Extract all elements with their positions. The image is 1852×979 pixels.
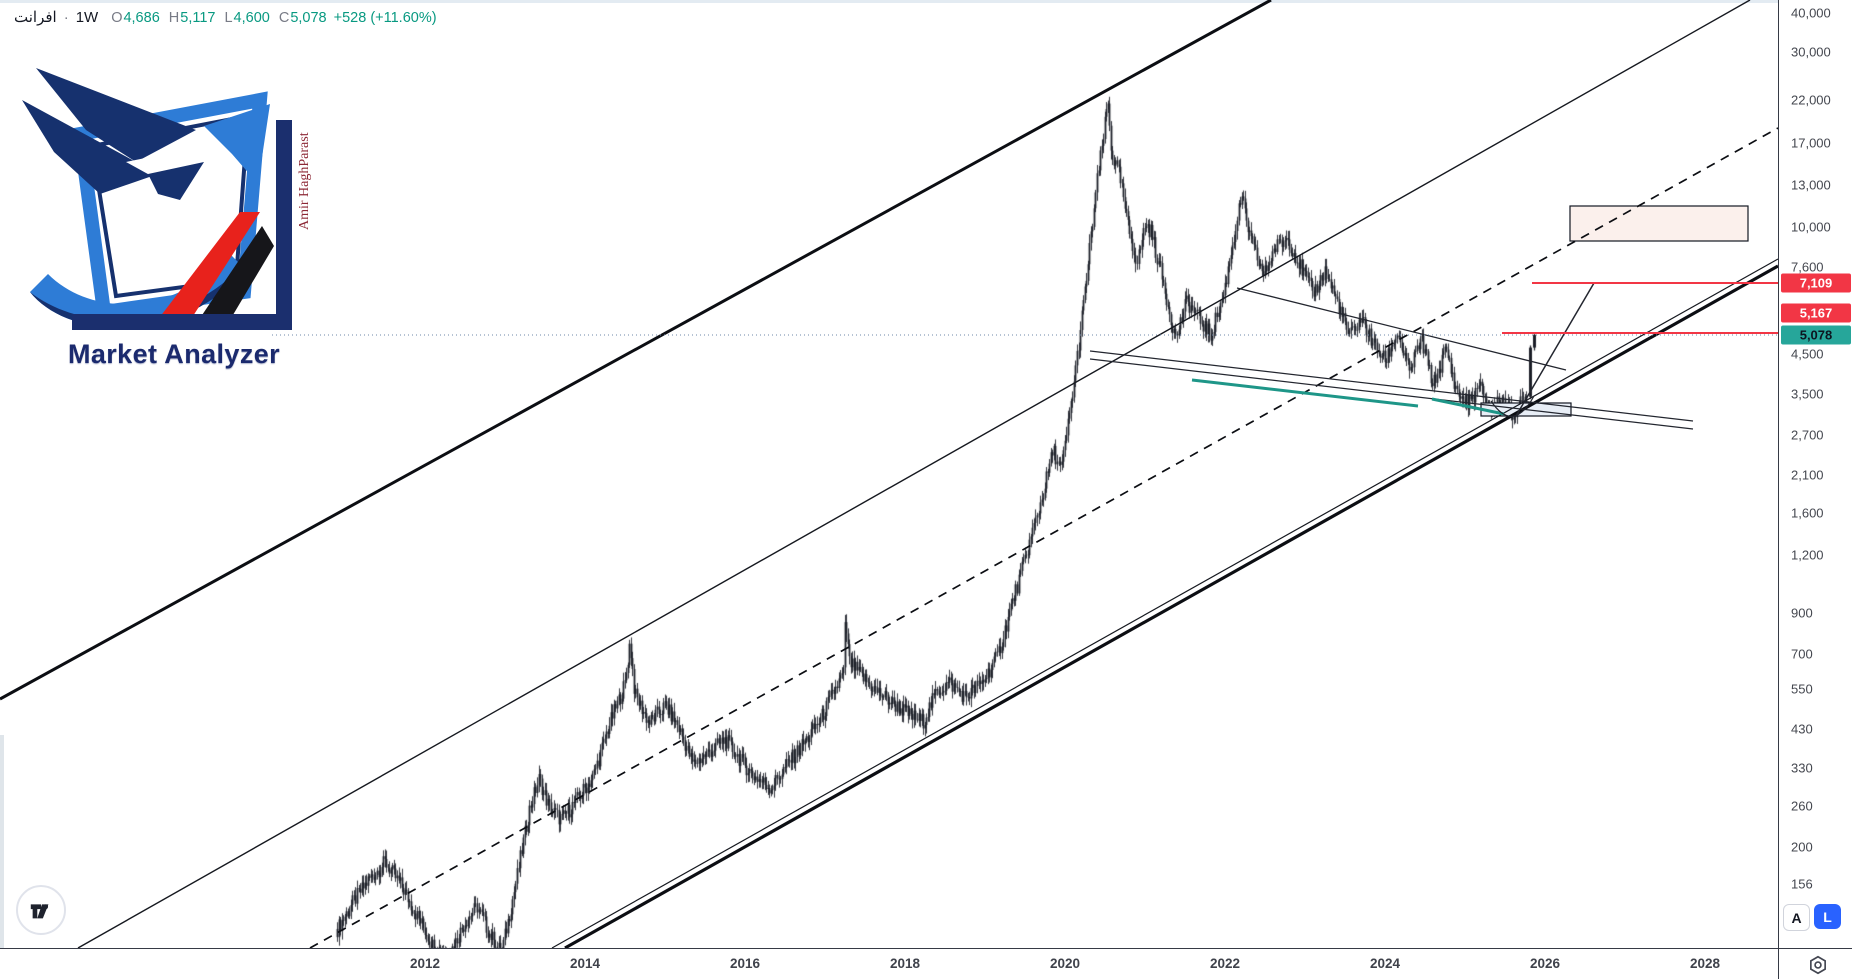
eagle-logo-icon <box>22 68 292 330</box>
breakout-projection[interactable] <box>1515 282 1595 417</box>
price-tick: 30,000 <box>1791 44 1831 60</box>
legend-separator: · <box>63 9 69 26</box>
logo-byline: Amir HaghParast <box>297 132 312 230</box>
price-axis[interactable]: A L 40,000 30,000 22,000 17,000 13,000 10,000… <box>1778 0 1852 948</box>
minor-support-lower[interactable] <box>1089 358 1694 430</box>
tradingview-icon <box>30 904 49 919</box>
scale-buttons: A L <box>1783 904 1841 931</box>
change-value: +528 (+11.60%) <box>333 10 437 26</box>
market-analyzer-logo: Market Analyzer Amir HaghParast <box>8 34 318 384</box>
ohlc-values: O4,686 H5,117 L4,600 C5,078 <box>111 10 326 26</box>
log-scale-button[interactable]: L <box>1814 904 1841 929</box>
price-tick: 1,200 <box>1791 547 1824 563</box>
price-tick: 430 <box>1791 721 1813 737</box>
price-tick: 156 <box>1791 876 1813 892</box>
time-tick: 2028 <box>1689 956 1721 971</box>
time-tick: 2022 <box>1209 956 1241 971</box>
v-bottom-arc[interactable] <box>1490 395 1535 417</box>
ohlc-item: H5,117 <box>168 10 216 26</box>
time-axis[interactable]: 2012 2014 2016 2018 2020 2022 2024 2026 2028 <box>0 948 1852 979</box>
ohlc-item: L4,600 <box>224 10 270 26</box>
time-tick: 2024 <box>1369 956 1401 971</box>
price-tick: 330 <box>1791 760 1813 776</box>
price-tick: 900 <box>1791 605 1813 621</box>
price-tick: 40,000 <box>1791 5 1831 21</box>
price-tick: 13,000 <box>1791 177 1831 193</box>
price-tick: 1,600 <box>1791 505 1824 521</box>
time-tick: 2018 <box>889 956 921 971</box>
tradingview-watermark[interactable] <box>16 885 66 935</box>
price-tag: 7,109 <box>1781 273 1851 293</box>
time-tick: 2016 <box>729 956 761 971</box>
price-tick: 10,000 <box>1791 219 1831 235</box>
minor-support-upper[interactable] <box>1089 350 1694 422</box>
teal-trendline-a[interactable] <box>1191 378 1419 408</box>
price-tick: 3,500 <box>1791 386 1824 402</box>
channel-bottom-thick[interactable] <box>564 264 1779 950</box>
price-tick: 7,600 <box>1791 259 1824 275</box>
auto-scale-button[interactable]: A <box>1783 904 1810 931</box>
price-tick: 22,000 <box>1791 92 1831 108</box>
gear-icon[interactable] <box>1807 954 1829 976</box>
price-tick: 2,100 <box>1791 467 1824 483</box>
time-tick: 2012 <box>409 956 441 971</box>
price-tick: 4,500 <box>1791 346 1824 362</box>
time-tick: 2014 <box>569 956 601 971</box>
price-tick: 260 <box>1791 798 1813 814</box>
channel-mid-dashed[interactable] <box>309 127 1779 949</box>
price-tick: 550 <box>1791 681 1813 697</box>
price-tick: 200 <box>1791 839 1813 855</box>
channel-bottom-thin[interactable] <box>551 258 1779 949</box>
logo-title: Market Analyzer <box>67 339 281 369</box>
axis-corner <box>1778 948 1852 979</box>
ohlc-item: O4,686 <box>111 10 160 26</box>
time-tick: 2026 <box>1529 956 1561 971</box>
teal-trendline-b[interactable] <box>1431 397 1505 416</box>
time-tick: 2020 <box>1049 956 1081 971</box>
falling-resistance[interactable] <box>1236 287 1567 371</box>
target-zone-box[interactable] <box>1569 205 1749 242</box>
timeframe-label[interactable]: 1W <box>75 9 99 26</box>
channel-top-thick[interactable] <box>0 0 1272 701</box>
symbol-name[interactable]: افرانت <box>14 9 57 26</box>
channel-inner-thin[interactable] <box>77 0 1751 949</box>
price-tick: 17,000 <box>1791 135 1831 151</box>
price-tick: 700 <box>1791 646 1813 662</box>
price-tag: 5,078 <box>1781 325 1851 345</box>
ohlc-item: C5,078 <box>278 10 327 26</box>
symbol-legend: افرانت · 1W O4,686 H5,117 L4,600 C5,078 +52… <box>14 8 437 26</box>
price-tick: 2,700 <box>1791 427 1824 443</box>
price-tag: 5,167 <box>1781 303 1851 323</box>
